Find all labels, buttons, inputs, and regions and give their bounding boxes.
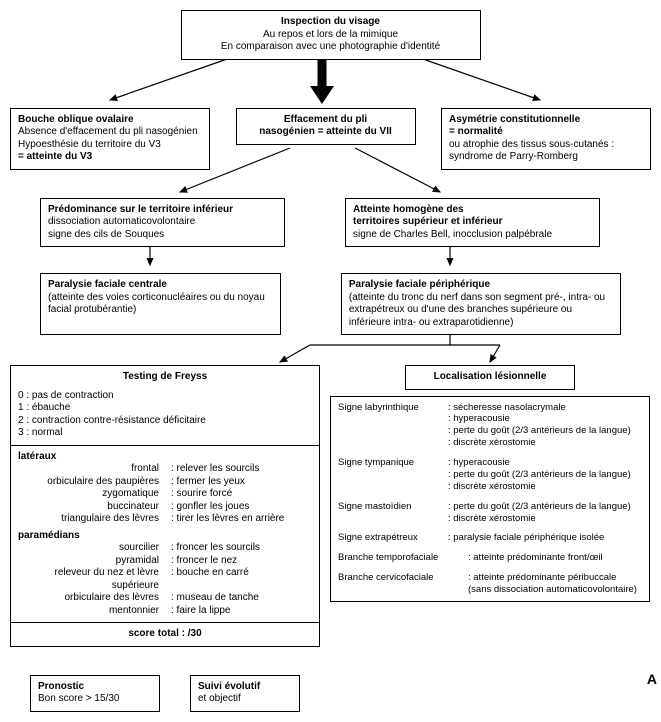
s3b: : discrète xérostomie [448,513,642,525]
loc-box: Signe labyrinthique : sécheresse nasolac… [330,396,650,602]
suivi-title: Suivi évolutif [198,681,292,694]
s1c: : perte du goût (2/3 antérieurs de la la… [448,425,642,437]
s6a: : atteinte prédominante péribuccale [468,572,642,584]
lat3r: : sourire forcé [165,488,312,501]
c2-l2: territoires supérieur et inférieur [353,216,592,229]
s1a: : sécheresse nasolacrymale [448,402,642,414]
d2-title: Paralysie faciale périphérique [349,279,613,292]
par4r: : museau de tanche [165,592,312,605]
freyss-box: Testing de Freyss 0 : pas de contraction… [10,365,320,647]
lat1l: frontal [18,463,165,476]
b3-box: Asymétrie constitutionnelle = normalité … [441,108,651,170]
freyss-lat: latéraux [18,451,312,464]
d1-box: Paralysie faciale centrale (atteinte des… [40,273,281,335]
c1-title: Prédominance sur le territoire inférieur [48,204,277,217]
b2-l2: nasogénien = atteinte du VII [244,126,408,139]
root-box: Inspection du visage Au repos et lors de… [181,10,481,60]
c1-l2: dissociation automaticovolontaire [48,216,277,229]
d2-box: Paralysie faciale périphérique (atteinte… [341,273,621,335]
s5a: : atteinte prédominante front/œil [468,552,642,564]
c2-l3: signe de Charles Bell, inocclusion palpé… [353,229,592,242]
s3a: : perte du goût (2/3 antérieurs de la la… [448,501,642,513]
lat3l: zygomatique [18,488,165,501]
lat4r: : gonfler les joues [165,501,312,514]
par5r: : faire la lippe [165,605,312,618]
s2a: : hyperacousie [448,457,642,469]
s1b: : hyperacousie [448,413,642,425]
b3-l2: = normalité [449,126,643,139]
s6b: (sans dissociation automaticovolontaire) [468,584,642,596]
root-title: Inspection du visage [189,16,473,29]
lat5l: triangulaire des lèvres [18,513,165,526]
freyss-par: paramédians [18,530,312,543]
lat4l: buccinateur [18,501,165,514]
b1-title: Bouche oblique ovalaire [18,114,202,127]
prog-title: Pronostic [38,681,152,694]
root-l3: En comparaison avec une photographie d'i… [189,41,473,54]
s3t: Signe mastoïdien [338,501,448,525]
freyss-title: Testing de Freyss [18,371,312,384]
b1-l4: = atteinte du V3 [18,151,202,164]
root-l2: Au repos et lors de la mimique [189,29,473,42]
s2b: : perte du goût (2/3 antérieurs de la la… [448,469,642,481]
s6t: Branche cervicofaciale [338,572,468,596]
par4l: orbiculaire des lèvres [18,592,165,605]
b3-l3: ou atrophie des tissus sous-cutanés : [449,139,643,152]
freyss-s0: 0 : pas de contraction [18,390,312,403]
b3-l4: syndrome de Parry-Romberg [449,151,643,164]
prog-l2: Bon score > 15/30 [38,693,152,706]
freyss-s1: 1 : ébauche [18,402,312,415]
s4t: Signe extrapétreux [338,532,448,544]
d1-l2: (atteinte des voies corticonucléaires ou… [48,292,273,317]
prog-box: Pronostic Bon score > 15/30 [30,675,160,712]
b1-l3: Hypoesthésie du territoire du V3 [18,139,202,152]
s4a: : paralysie faciale périphérique isolée [448,532,642,544]
s1d: : discrète xérostomie [448,437,642,449]
lat5r: : tirer les lèvres en arrière [165,513,312,526]
loc-title: Localisation lésionnelle [434,371,547,382]
c2-l1: Atteinte homogène des [353,204,592,217]
freyss-s3: 3 : normal [18,427,312,440]
b1-box: Bouche oblique ovalaire Absence d'efface… [10,108,210,170]
loc-title-box: Localisation lésionnelle [405,365,575,390]
c1-box: Prédominance sur le territoire inférieur… [40,198,285,248]
par5l: mentonnier [18,605,165,618]
c2-box: Atteinte homogène des territoires supéri… [345,198,600,248]
lat2l: orbiculaire des paupières [18,476,165,489]
s1t: Signe labyrinthique [338,402,448,450]
freyss-s2: 2 : contraction contre-résistance défici… [18,415,312,428]
par1l: sourcilier [18,542,165,555]
par1r: : froncer les sourcils [165,542,312,555]
b2-box: Effacement du pli nasogénien = atteinte … [236,108,416,145]
suivi-box: Suivi évolutif et objectif [190,675,300,712]
s2c: : discrète xérostomie [448,481,642,493]
c1-l3: signe des cils de Souques [48,229,277,242]
d1-title: Paralysie faciale centrale [48,279,273,292]
par3r: : bouche en carré [165,567,312,592]
b3-l1: Asymétrie constitutionnelle [449,114,643,127]
par2r: : froncer le nez [165,555,312,568]
par2l: pyramidal [18,555,165,568]
s5t: Branche temporofaciale [338,552,468,564]
suivi-l2: et objectif [198,693,292,706]
d2-l2: (atteinte du tronc du nerf dans son segm… [349,292,613,330]
lat1r: : relever les sourcils [165,463,312,476]
loc-col: Localisation lésionnelle Signe labyrinth… [330,365,650,602]
b2-l1: Effacement du pli [244,114,408,127]
freyss-total: score total : /30 [18,628,312,641]
b1-l2: Absence d'effacement du pli nasogénien [18,126,202,139]
par3l: releveur du nez et lèvre supérieure [18,567,165,592]
lat2r: : fermer les yeux [165,476,312,489]
s2t: Signe tympanique [338,457,448,493]
